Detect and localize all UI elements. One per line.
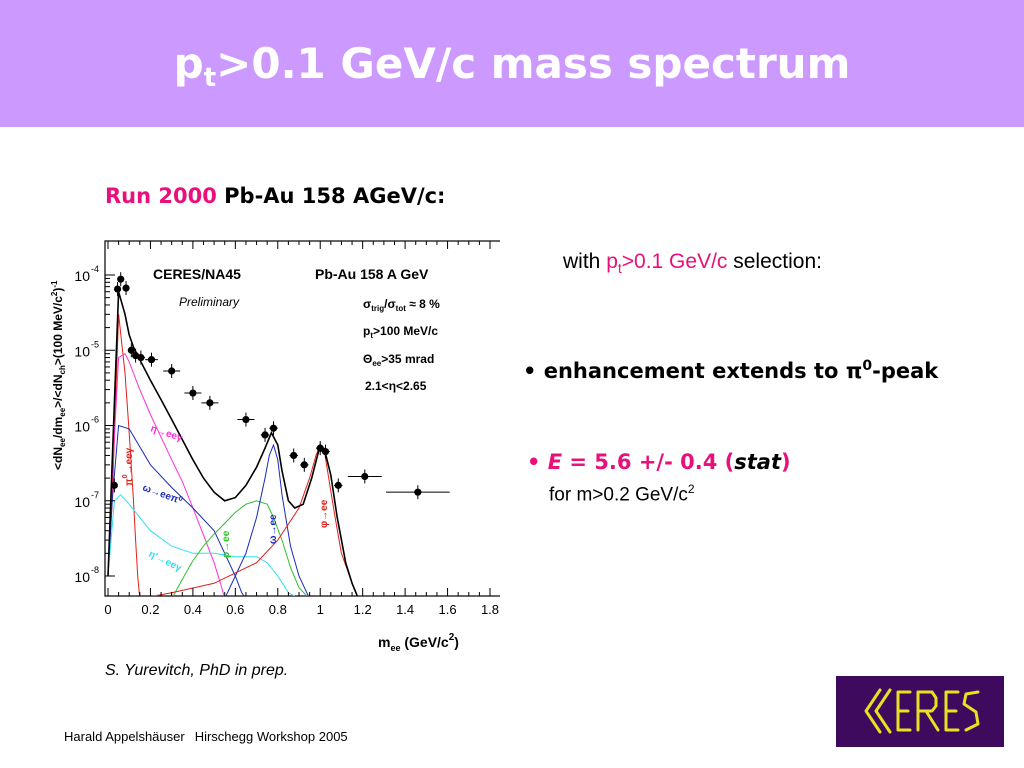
footer: Harald Appelshäuser Hirschegg Workshop 20… bbox=[64, 729, 358, 744]
experiment-label: CERES/NA45 bbox=[153, 266, 241, 282]
curve-label: ρ→ee bbox=[221, 530, 232, 558]
y-tick-exponent: -8 bbox=[91, 565, 99, 575]
title-p: p bbox=[173, 39, 204, 88]
series-line-3 bbox=[107, 494, 296, 596]
ceres-logo-mark bbox=[864, 688, 980, 734]
bullet-enhancement-factor: • E = 5.6 +/- 0.4 (stat) bbox=[527, 450, 791, 474]
selection-suffix: selection: bbox=[727, 250, 822, 273]
cut-annotation: Θee>35 mrad bbox=[363, 352, 434, 368]
footer-event: Hirschegg Workshop 2005 bbox=[194, 729, 348, 744]
title-sub: t bbox=[203, 63, 217, 93]
system-label: Pb-Au 158 A GeV bbox=[315, 266, 429, 282]
title-suffix: >0.1 GeV/c mass spectrum bbox=[216, 39, 851, 88]
series-line-4 bbox=[172, 500, 308, 596]
series-line-5 bbox=[225, 443, 309, 596]
data-point bbox=[242, 415, 250, 424]
y-tick-label: 10 bbox=[74, 569, 90, 585]
footer-author: Harald Appelshäuser bbox=[64, 729, 185, 744]
y-tick-label: 10 bbox=[74, 268, 90, 284]
data-point bbox=[137, 353, 145, 362]
data-point bbox=[122, 284, 130, 292]
data-point bbox=[321, 447, 330, 456]
cut-annotation: 2.1<η<2.65 bbox=[365, 379, 427, 393]
mass-spectrum-chart: 0 0.2 0.4 0.6 0.8 1 1.2 1.4 1.6 1.8 10 -810 -710 -61… bbox=[50, 240, 500, 653]
series-line-6 bbox=[151, 443, 358, 596]
curve-label: π0→eeγ bbox=[122, 447, 135, 486]
curve-label: η'→eeγ bbox=[147, 549, 184, 575]
data-point bbox=[316, 444, 324, 452]
y-tick-label: 10 bbox=[74, 343, 90, 359]
title-banner: pt>0.1 GeV/c mass spectrum bbox=[0, 0, 1024, 127]
x-tick-label: 0.2 bbox=[141, 602, 159, 617]
slide-title: pt>0.1 GeV/c mass spectrum bbox=[0, 36, 1024, 92]
x-tick-label: 1 bbox=[317, 602, 324, 617]
data-point bbox=[127, 346, 135, 354]
plot-frame bbox=[104, 240, 500, 597]
data-point bbox=[113, 285, 122, 293]
curve-label: ω→ee bbox=[268, 514, 279, 544]
x-tick-label: 1.8 bbox=[481, 602, 499, 617]
x-tick-label: 1.6 bbox=[439, 602, 457, 617]
preliminary-label: Preliminary bbox=[179, 295, 240, 309]
y-tick-exponent: -7 bbox=[91, 490, 99, 500]
data-point bbox=[189, 389, 197, 397]
ceres-logo bbox=[836, 676, 1004, 747]
x-tick-label: 0.4 bbox=[184, 602, 202, 617]
x-axis-label: mee (GeV/c2) bbox=[378, 632, 459, 653]
bullet-enhancement: • enhancement extends to π0-peak bbox=[523, 358, 939, 383]
data-point bbox=[261, 431, 269, 439]
data-point bbox=[168, 367, 176, 375]
data-point bbox=[117, 275, 125, 283]
run-label: Run 2000 bbox=[105, 184, 217, 208]
y-tick-exponent: -5 bbox=[91, 339, 99, 349]
data-point bbox=[110, 481, 118, 489]
data-points bbox=[110, 272, 450, 500]
selection-prefix: with bbox=[563, 250, 607, 273]
curve-label: φ→ee bbox=[319, 499, 330, 528]
data-point bbox=[334, 481, 342, 489]
bullet-mass-range: for m>0.2 GeV/c2 bbox=[549, 482, 695, 506]
data-point bbox=[414, 488, 422, 496]
series-line-2 bbox=[107, 424, 245, 596]
y-tick-label: 10 bbox=[74, 494, 90, 510]
x-tick-label: 1.4 bbox=[396, 602, 414, 617]
run-description: Pb-Au 158 AGeV/c: bbox=[224, 184, 446, 208]
curve-label: η→eeγ bbox=[149, 423, 184, 444]
y-axis-ticks: 10-810-710-610-510-4 bbox=[74, 264, 115, 585]
data-point bbox=[300, 461, 308, 469]
x-tick-label: 0.8 bbox=[269, 602, 287, 617]
data-point bbox=[290, 451, 298, 460]
x-tick-label: 0.6 bbox=[226, 602, 244, 617]
curve-label: ω→eeπ⁰ bbox=[141, 482, 184, 506]
data-point bbox=[269, 424, 278, 432]
cut-annotation: σtrig/σtot ≈ 8 % bbox=[363, 297, 440, 313]
data-point bbox=[361, 472, 369, 481]
run-heading: Run 2000 Pb-Au 158 AGeV/c: bbox=[105, 184, 445, 208]
y-tick-exponent: -4 bbox=[91, 264, 99, 274]
x-axis-ticks: 0 0.2 0.4 0.6 0.8 1 1.2 1.4 1.6 1.8 bbox=[104, 241, 499, 617]
data-point bbox=[147, 356, 156, 364]
cut-annotations: σtrig/σtot ≈ 8 % pt>100 MeV/c Θee>35 mrad 2… bbox=[363, 297, 440, 393]
curve-labels: π0→eeγ η→eeγ ω→eeπ⁰ η'→eeγ ρ→ee ω→ee φ→ee bbox=[122, 423, 330, 574]
y-axis-label: <dNee/dmee>/<dNch>(100 MeV/c2)-1 bbox=[50, 280, 67, 470]
source-credit: S. Yurevitch, PhD in prep. bbox=[105, 662, 289, 679]
x-tick-label: 1.2 bbox=[354, 602, 372, 617]
x-tick-label: 0 bbox=[104, 602, 111, 617]
data-point bbox=[206, 399, 214, 407]
y-tick-label: 10 bbox=[74, 419, 90, 435]
y-tick-exponent: -6 bbox=[91, 415, 99, 425]
selection-note: with pt>0.1 GeV/c selection: bbox=[563, 250, 822, 276]
selection-highlight: pt>0.1 GeV/c bbox=[606, 250, 728, 277]
cut-annotation: pt>100 MeV/c bbox=[363, 324, 438, 340]
